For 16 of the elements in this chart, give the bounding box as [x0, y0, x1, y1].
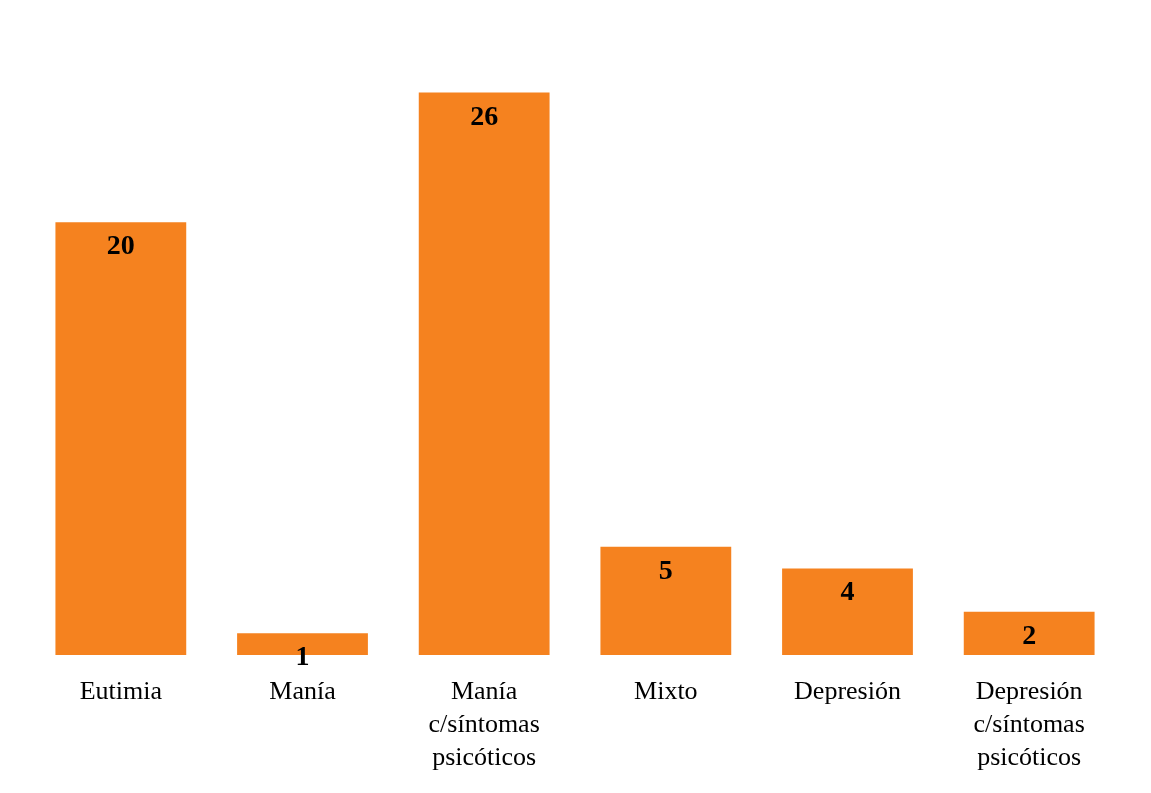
x-tick-label: Depresión [794, 675, 901, 705]
x-tick-label: Manía [269, 675, 337, 705]
data-label: 5 [658, 553, 673, 585]
bar [600, 546, 732, 655]
bar [55, 222, 187, 655]
data-label: 20 [106, 229, 135, 261]
x-tick-label: Manía c/síntomas psicóticos [428, 675, 540, 771]
bar [963, 611, 1095, 655]
data-label: 4 [840, 575, 855, 607]
data-label: 2 [1022, 618, 1037, 650]
x-tick-label: Depresión c/síntomas psicóticos [973, 675, 1085, 771]
bar [782, 568, 913, 655]
x-tick-label: Mixto [634, 675, 698, 705]
data-label: 26 [470, 99, 499, 131]
x-tick-label: Eutimia [79, 675, 163, 705]
bar [418, 92, 550, 655]
